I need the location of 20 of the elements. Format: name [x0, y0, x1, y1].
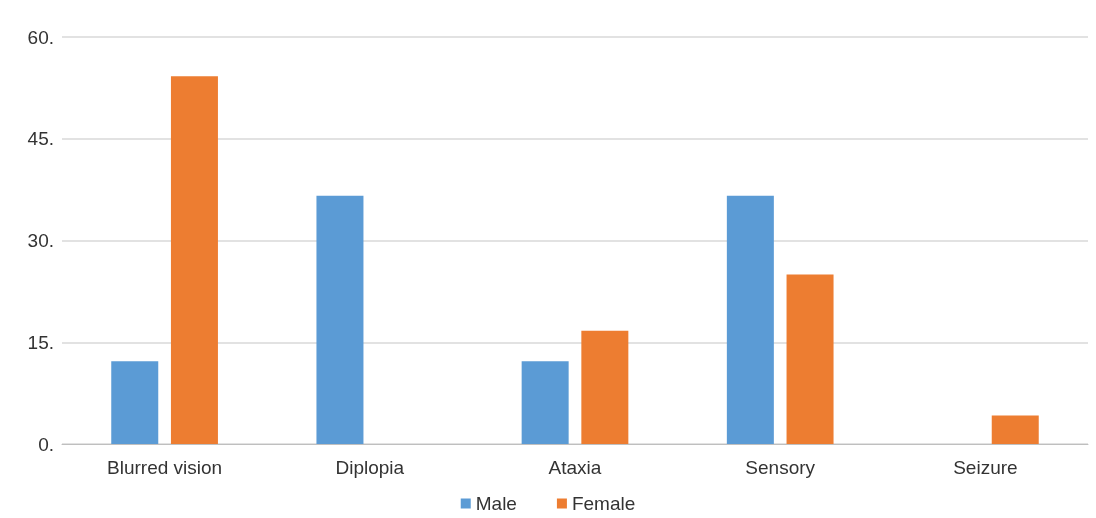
y-tick-label: 30. [27, 230, 54, 251]
y-tick-label: 45. [27, 128, 54, 150]
bar [111, 361, 159, 444]
bar [726, 195, 774, 444]
bar [786, 274, 834, 444]
bar [991, 415, 1039, 444]
bar [581, 330, 629, 444]
bar [170, 76, 218, 444]
legend-label: Female [571, 493, 636, 514]
x-tick-label: Seizure [953, 457, 1018, 478]
legend-label: Male [475, 493, 517, 514]
y-tick-label: 15. [27, 331, 54, 353]
x-tick-label: Sensory [745, 457, 816, 478]
y-tick-label: 0. [38, 433, 54, 455]
x-tick-label: Ataxia [548, 457, 602, 478]
y-tick-label: 60. [27, 26, 54, 48]
x-tick-label: Diplopia [335, 457, 405, 478]
bar [316, 195, 364, 444]
x-tick-label: Blurred vision [107, 457, 223, 478]
bar [521, 361, 569, 444]
